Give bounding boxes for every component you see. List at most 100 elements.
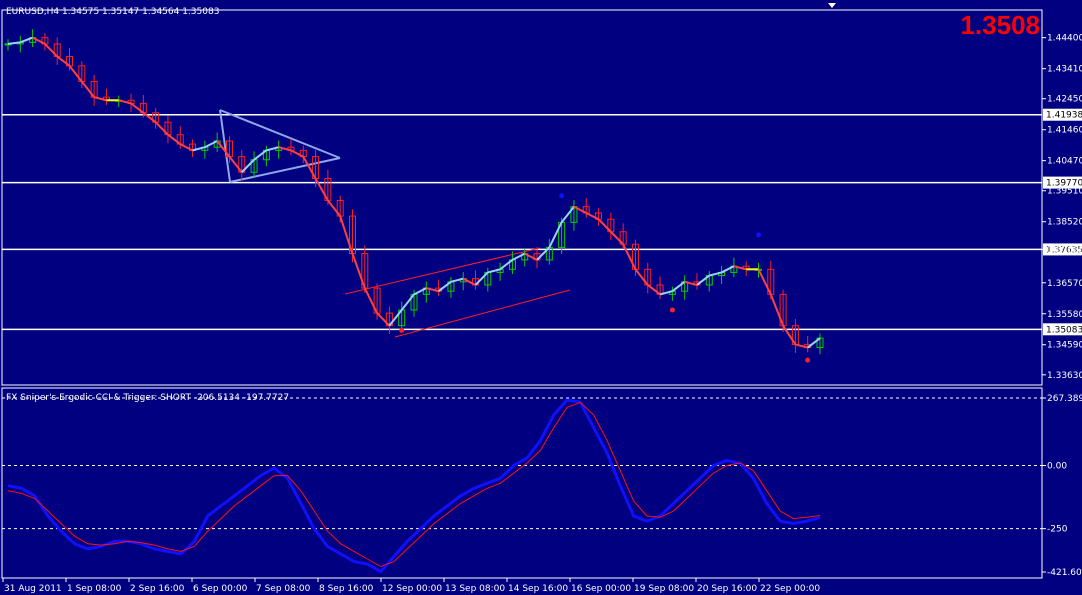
price-level-label: 1.35083 xyxy=(1046,325,1082,335)
time-tick-label: 12 Sep 00:00 xyxy=(382,584,442,594)
time-tick-label: 22 Sep 00:00 xyxy=(760,584,820,594)
price-tick-label: 1.40470 xyxy=(1047,157,1082,167)
time-tick-label: 1 Sep 08:00 xyxy=(67,584,122,594)
time-tick-label: 2 Sep 16:00 xyxy=(130,584,185,594)
oscillator-lines xyxy=(7,398,821,574)
signal-dot xyxy=(755,232,761,238)
ma-segment xyxy=(548,221,563,248)
ma-segment xyxy=(241,159,255,173)
ma-segment xyxy=(536,246,551,261)
time-axis: 31 Aug 2011 1 Sep 08:00 2 Sep 16:00 6 Sep 0… xyxy=(2,578,820,594)
ma-segment xyxy=(204,140,218,149)
ma-segment xyxy=(610,231,624,245)
price-tick-label: 1.42450 xyxy=(1047,95,1082,105)
ma-segment xyxy=(327,199,341,217)
price-tick-label: 1.43410 xyxy=(1047,65,1082,75)
ma-segment xyxy=(19,36,33,44)
price-level-label: 1.37635 xyxy=(1046,245,1082,255)
oscillator-panel[interactable]: 267.389 0.00 -250 -421.608 FX Sniper's Ergo… xyxy=(1,387,1082,579)
oscillator-tick-label: 0.00 xyxy=(1047,462,1067,472)
time-tick-label: 7 Sep 08:00 xyxy=(256,584,311,594)
symbol-header: EURUSD,H4 1.34575 1.35147 1.34564 1.3508… xyxy=(6,7,219,17)
time-tick-label: 6 Sep 00:00 xyxy=(193,584,248,594)
ma-segment xyxy=(709,271,722,277)
signal-dot xyxy=(559,193,565,199)
ma-segment xyxy=(474,271,489,286)
ma-segment xyxy=(290,149,304,158)
triangle-lower-line xyxy=(229,157,341,183)
shift-arrow-icon[interactable] xyxy=(828,3,836,8)
time-tick-label: 8 Sep 16:00 xyxy=(319,584,374,594)
oscillator-dashed-levels xyxy=(2,397,1042,530)
ma-segment xyxy=(622,243,637,270)
ma-segment xyxy=(179,143,193,152)
ma-segment xyxy=(684,280,698,286)
ma-segment xyxy=(351,253,366,289)
ma-segment xyxy=(167,133,181,145)
current-price-big: 1.3508 xyxy=(960,10,1040,40)
moving-average-line xyxy=(7,36,821,349)
ma-segment xyxy=(696,274,710,286)
signal-dot xyxy=(669,307,675,313)
price-level-label: 1.41938 xyxy=(1046,111,1082,121)
price-tick-label: 1.38520 xyxy=(1047,218,1082,228)
price-panel[interactable]: 1.41938 1.39770 1.37635 1.35083 1.44400 1.43… xyxy=(1,3,1082,386)
ma-segment xyxy=(363,287,378,314)
price-tick-label: 1.36570 xyxy=(1047,279,1082,289)
ma-segment xyxy=(795,343,808,349)
ma-segment xyxy=(585,212,599,221)
ma-segment xyxy=(634,268,649,286)
ma-segment xyxy=(118,99,132,105)
price-tick-label: 1.35580 xyxy=(1047,310,1082,320)
price-level-tag xyxy=(1043,323,1082,336)
oscillator-main-line xyxy=(7,398,821,574)
ma-segment xyxy=(499,259,514,271)
price-panel-frame xyxy=(1,9,1043,386)
ma-segment xyxy=(68,65,83,83)
oscillator-title: FX Sniper's Ergodic CCI & Trigger: SHORT… xyxy=(6,393,289,403)
ma-segment xyxy=(278,146,292,152)
ma-segment xyxy=(807,337,821,349)
price-level-tag xyxy=(1043,176,1082,189)
ma-segment xyxy=(192,146,206,152)
price-level-label: 1.39770 xyxy=(1046,179,1082,189)
channel-lower-line xyxy=(394,289,571,338)
ma-segment xyxy=(302,156,317,180)
ma-segment xyxy=(376,312,391,327)
oscillator-tick-label: -250 xyxy=(1047,525,1068,535)
time-tick-label: 14 Sep 16:00 xyxy=(508,584,568,594)
signal-dot xyxy=(805,357,811,363)
ma-segment xyxy=(314,178,329,201)
ma-segment xyxy=(426,287,439,293)
time-tick-label: 20 Sep 16:00 xyxy=(697,584,757,594)
ma-segment xyxy=(154,121,169,136)
ma-segment xyxy=(450,277,464,283)
ma-segment xyxy=(487,268,501,274)
signal-markers xyxy=(399,193,811,363)
price-level-tag xyxy=(1043,108,1082,121)
price-levels: 1.41938 1.39770 1.37635 1.35083 xyxy=(2,108,1082,336)
ma-segment xyxy=(524,252,538,261)
ma-segment xyxy=(733,265,747,271)
signal-dot xyxy=(399,327,405,333)
ma-segment xyxy=(782,325,797,345)
ma-segment xyxy=(400,293,415,311)
ma-segment xyxy=(647,284,661,296)
time-tick-label: 19 Sep 08:00 xyxy=(634,584,694,594)
ma-segment xyxy=(7,41,21,45)
ma-segment xyxy=(437,281,452,293)
ma-segment xyxy=(573,205,587,214)
price-level-tag xyxy=(1043,243,1082,256)
ma-segment xyxy=(228,155,243,173)
ma-segment xyxy=(81,80,95,98)
ma-segment xyxy=(93,96,107,102)
ma-segment xyxy=(32,36,46,45)
price-tick-label: 1.44400 xyxy=(1047,34,1082,44)
ma-segment xyxy=(511,252,526,261)
oscillator-tick-label: 267.389 xyxy=(1047,394,1082,404)
time-tick-label: 16 Sep 00:00 xyxy=(571,584,631,594)
ma-segment xyxy=(216,140,231,158)
price-tick-label: 1.33630 xyxy=(1047,371,1082,381)
price-tick-label: 1.37635 xyxy=(1047,245,1082,255)
